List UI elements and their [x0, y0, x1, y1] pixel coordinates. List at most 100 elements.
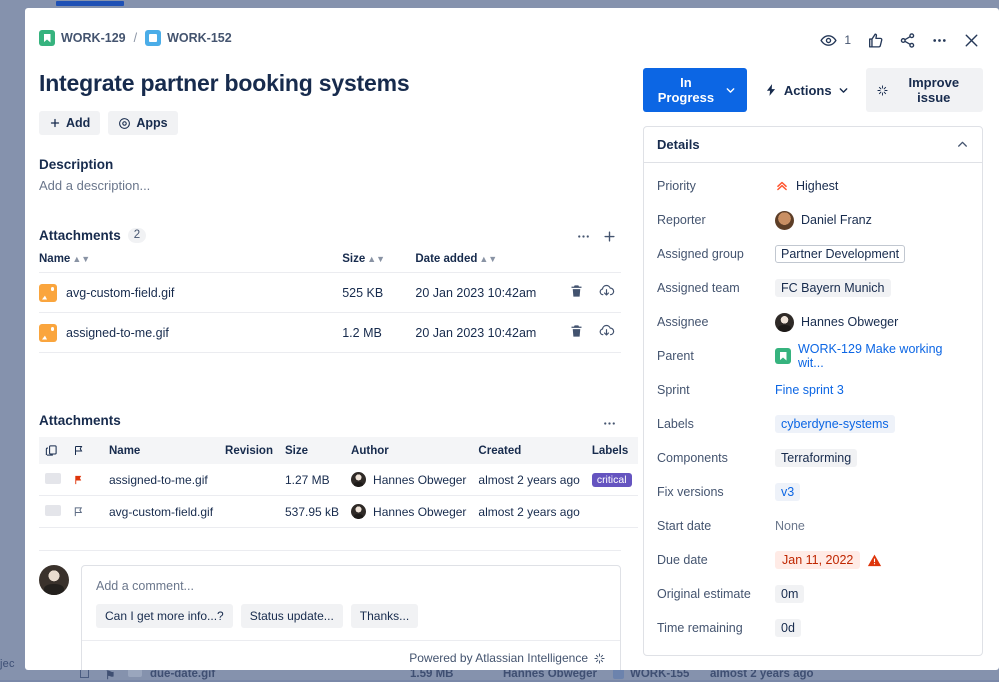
attachments-table-heading: Attachments — [39, 413, 621, 428]
download-cloud-icon[interactable] — [598, 323, 615, 339]
field-value[interactable]: Fine sprint 3 — [775, 383, 844, 397]
attachment-filename[interactable]: assigned-to-me.gif — [103, 464, 219, 496]
field-sprint: Sprint Fine sprint 3 — [657, 373, 969, 407]
status-button-label: In Progress — [654, 75, 718, 105]
header-actions: 1 — [814, 26, 985, 54]
trash-icon[interactable] — [569, 323, 584, 339]
column-header-date-added[interactable]: Date added▲▼ — [415, 253, 561, 273]
avatar[interactable] — [39, 565, 69, 595]
attachments-table-section: Attachments — [39, 413, 621, 528]
column-header-created[interactable]: Created — [472, 437, 585, 464]
description-placeholder[interactable]: Add a description... — [39, 178, 621, 193]
table-row[interactable]: assigned-to-me.gif 1.2 MB 20 Jan 2023 10… — [39, 313, 621, 353]
attachment-delete-cell — [561, 313, 591, 353]
field-priority: Priority Highest — [657, 169, 969, 203]
column-header-size[interactable]: Size — [279, 437, 345, 464]
field-value: FC Bayern Munich — [775, 279, 891, 297]
comment-suggestions: Can I get more info...? Status update...… — [82, 593, 620, 640]
image-thumbnail-icon — [39, 284, 57, 302]
field-fix-versions: Fix versions v3 — [657, 475, 969, 509]
field-value[interactable]: WORK-129 Make working wit... — [798, 342, 969, 370]
column-header-copy[interactable] — [39, 437, 67, 464]
background-row-checkbox[interactable] — [80, 669, 89, 678]
field-value[interactable]: cyberdyne-systems — [775, 415, 895, 433]
attachments-grid-table: Name▲▼ Size▲▼ Date added▲▼ avg-custom-fi… — [39, 253, 621, 353]
column-header-name[interactable]: Name — [103, 437, 219, 464]
share-icon[interactable] — [893, 26, 921, 54]
suggestion-thanks-button[interactable]: Thanks... — [351, 604, 418, 628]
field-label: Reporter — [657, 213, 775, 227]
table-row[interactable]: assigned-to-me.gif 1.27 MB Hannes Obwege… — [39, 464, 638, 496]
attachment-filename[interactable]: avg-custom-field.gif — [66, 286, 174, 300]
field-label: Assignee — [657, 315, 775, 329]
details-panel-header[interactable]: Details — [644, 127, 982, 163]
field-label: Parent — [657, 349, 775, 363]
atlassian-intelligence-icon — [876, 84, 889, 97]
apps-button[interactable]: Apps — [108, 111, 177, 135]
status-badge: critical — [592, 473, 632, 487]
column-header-revision[interactable]: Revision — [219, 437, 279, 464]
row-flag-cell[interactable] — [67, 496, 91, 528]
comment-section: Add a comment... Can I get more info...?… — [39, 550, 621, 670]
watch-icon[interactable] — [814, 26, 842, 54]
column-header-size[interactable]: Size▲▼ — [342, 253, 415, 273]
column-header-name[interactable]: Name▲▼ — [39, 253, 342, 273]
atlassian-intelligence-icon — [593, 652, 606, 665]
suggestion-more-info-button[interactable]: Can I get more info...? — [96, 604, 233, 628]
thumbs-up-icon[interactable] — [861, 26, 889, 54]
field-value: Daniel Franz — [801, 213, 872, 227]
avatar — [351, 504, 366, 519]
actions-button[interactable]: Actions — [755, 76, 858, 105]
avatar — [775, 211, 794, 230]
breadcrumb-current-link[interactable]: WORK-152 — [167, 31, 232, 45]
field-due-date: Due date Jan 11, 2022 — [657, 543, 969, 577]
row-flag-cell[interactable] — [67, 464, 91, 496]
file-preview-icon — [45, 505, 61, 516]
breadcrumb-separator: / — [134, 31, 137, 45]
field-parent: Parent WORK-129 Make working wit... — [657, 339, 969, 373]
attachment-size: 537.95 kB — [279, 496, 345, 528]
watch-count: 1 — [844, 33, 851, 47]
trash-icon[interactable] — [569, 283, 584, 299]
sidebar-action-buttons: In Progress Actions — [643, 68, 983, 112]
attachments-grid-header: Attachments 2 — [39, 228, 621, 243]
improve-issue-button[interactable]: Improve issue — [866, 68, 983, 112]
attachment-filename[interactable]: assigned-to-me.gif — [66, 326, 169, 340]
main-column: Integrate partner booking systems Add Ap… — [25, 58, 635, 670]
attachments-grid-count: 2 — [128, 228, 146, 243]
epic-icon — [39, 30, 55, 46]
attachments-grid-heading: Attachments — [39, 228, 121, 243]
comment-input[interactable]: Add a comment... — [82, 566, 620, 593]
more-icon[interactable] — [571, 224, 595, 248]
details-panel: Details Priority Highest Reporter — [643, 126, 983, 656]
download-cloud-icon[interactable] — [598, 283, 615, 299]
column-header-labels[interactable]: Labels — [586, 437, 638, 464]
suggestion-status-update-button[interactable]: Status update... — [241, 604, 343, 628]
attachment-filename[interactable]: avg-custom-field.gif — [103, 496, 219, 528]
comment-box[interactable]: Add a comment... Can I get more info...?… — [81, 565, 621, 670]
attachments-table: Name Revision Size Author Created Labels — [39, 437, 638, 528]
column-header-author[interactable]: Author — [345, 437, 472, 464]
field-value: Hannes Obweger — [801, 315, 898, 329]
ai-footer-label: Powered by Atlassian Intelligence — [409, 651, 588, 665]
attachment-delete-cell — [561, 273, 591, 313]
chevron-up-icon[interactable] — [956, 138, 969, 151]
add-button[interactable]: Add — [39, 111, 100, 135]
table-row[interactable]: avg-custom-field.gif 525 KB 20 Jan 2023 … — [39, 273, 621, 313]
breadcrumb-parent-link[interactable]: WORK-129 — [61, 31, 126, 45]
attachments-grid-section: Attachments 2 Name▲▼ Size▲▼ Date added▲▼ — [39, 228, 621, 353]
more-actions-icon[interactable] — [925, 26, 953, 54]
attachment-created: almost 2 years ago — [472, 496, 585, 528]
field-value: None — [775, 519, 805, 533]
breadcrumb: WORK-129 / WORK-152 — [39, 30, 232, 46]
field-label: Start date — [657, 519, 775, 533]
field-value[interactable]: v3 — [775, 483, 800, 501]
more-icon[interactable] — [597, 411, 621, 435]
attachment-download-cell — [591, 273, 621, 313]
column-header-flag[interactable] — [67, 437, 91, 464]
close-icon[interactable] — [957, 26, 985, 54]
attachments-grid-header-row: Name▲▼ Size▲▼ Date added▲▼ — [39, 253, 621, 273]
table-row[interactable]: avg-custom-field.gif 537.95 kB Hannes Ob… — [39, 496, 638, 528]
status-button[interactable]: In Progress — [643, 68, 747, 112]
add-attachment-icon[interactable] — [597, 224, 621, 248]
